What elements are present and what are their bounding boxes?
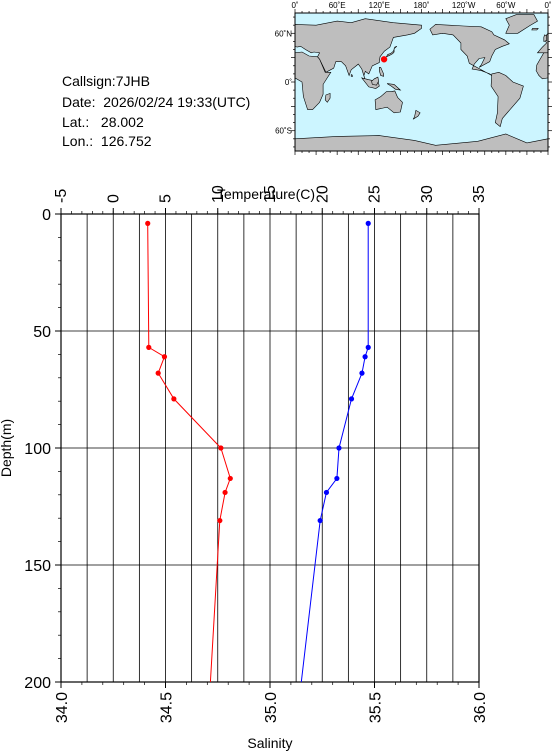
- map-latitude-label: 60˚S: [275, 127, 292, 136]
- map-longitude-label: 120˚W: [452, 1, 476, 10]
- salinity-tick-label: 35.5: [368, 692, 385, 723]
- temperature-data-point: [146, 344, 152, 350]
- map-latitude-label: 0˚: [285, 78, 292, 87]
- salinity-data-point: [334, 475, 340, 482]
- land-north-america: [429, 24, 510, 76]
- land-australia: [374, 90, 403, 114]
- salinity-tick-label: 35.0: [263, 692, 280, 723]
- salinity-tick-label: 34.0: [54, 692, 71, 723]
- map-longitude-label: 120˚E: [369, 1, 390, 10]
- lat-label: Lat.:: [62, 114, 90, 130]
- temperature-data-point: [227, 475, 233, 482]
- map-frame-ticks: [291, 9, 552, 155]
- salinity-data-point: [336, 445, 342, 451]
- salinity-data-point: [348, 396, 355, 402]
- land-new-zealand: [412, 109, 421, 120]
- salinity-data-point: [359, 370, 365, 376]
- lon-label: Lon.:: [62, 133, 94, 149]
- land-eurasia: [294, 18, 422, 81]
- temperature-profile-line: [147, 223, 231, 683]
- map-longitude-label: 0˚: [544, 1, 551, 10]
- land-south-america: [490, 71, 524, 128]
- salinity-data-point: [362, 354, 368, 360]
- salinity-tick-label: 34.5: [159, 692, 176, 723]
- depth-tick-label: 0: [42, 207, 51, 224]
- land-iceland: [531, 28, 539, 31]
- land-japan: [385, 46, 398, 58]
- temperature-tick-label: 0: [105, 194, 122, 203]
- chart-grid: [61, 214, 479, 682]
- map-longitude-label: 180˚: [413, 1, 429, 10]
- salinity-data-point: [317, 517, 323, 524]
- depth-axis-title: Depth(m): [0, 419, 14, 477]
- land-borneo: [371, 76, 379, 86]
- position-marker: [380, 56, 388, 63]
- callsign-value: 7JHB: [115, 73, 150, 89]
- land-uk: [543, 34, 547, 42]
- land-sri-lanka: [350, 74, 354, 77]
- map-land: [294, 14, 549, 152]
- plot-frame: [60, 213, 480, 683]
- callsign-label: Callsign:: [62, 73, 116, 89]
- chart-series: [145, 220, 371, 683]
- map-longitude-label: 60˚W: [496, 1, 516, 10]
- salinity-data-point: [365, 344, 371, 350]
- temperature-data-point: [218, 445, 224, 451]
- world-map: 0˚ 60˚E 120˚E 180˚ 120˚W 60˚W 0˚ 60˚N 0˚ 60˚S: [275, 1, 552, 155]
- land-new-guinea: [386, 83, 402, 91]
- map-latitude-label: 60˚N: [275, 29, 293, 38]
- depth-tick-label: 100: [24, 441, 51, 458]
- lon-line: Lon.: 126.752: [62, 133, 152, 149]
- land-philippines: [378, 67, 384, 77]
- salinity-data-point: [323, 489, 330, 496]
- salinity-ticks: 34.0 34.5 35.0 35.5 36.0: [54, 682, 489, 723]
- temperature-tick-label: -5: [53, 189, 70, 203]
- lon-value: 126.752: [100, 133, 152, 149]
- temperature-data-point: [155, 370, 161, 376]
- map-longitude-label: 60˚E: [329, 1, 346, 10]
- salinity-profile-line: [300, 223, 369, 683]
- temperature-data-point: [161, 354, 168, 360]
- date-value: 2026/02/24 19:33(UTC): [103, 94, 251, 110]
- map-longitude-labels: 0˚ 60˚E 120˚E 180˚ 120˚W 60˚W 0˚: [291, 1, 551, 10]
- date-label: Date:: [62, 94, 96, 110]
- temperature-data-point: [171, 396, 177, 402]
- temperature-data-point: [145, 220, 151, 226]
- callsign-line: Callsign:7JHB: [62, 73, 150, 89]
- land-greenland: [505, 14, 538, 34]
- lat-line: Lat.: 28.002: [62, 114, 144, 130]
- lat-value: 28.002: [100, 114, 144, 130]
- temperature-data-point: [217, 517, 223, 524]
- land-madagascar: [324, 92, 331, 103]
- land-africa: [294, 51, 332, 110]
- salinity-axis-title: Salinity: [247, 735, 292, 751]
- map-latitude-labels: 60˚N 0˚ 60˚S: [275, 29, 293, 135]
- salinity-tick-label: 36.0: [472, 692, 489, 723]
- temperature-data-point: [222, 489, 228, 496]
- depth-tick-label: 150: [24, 558, 51, 575]
- depth-tick-label: 200: [24, 675, 51, 692]
- map-longitude-label: 0˚: [291, 1, 298, 10]
- salinity-data-point: [365, 220, 371, 226]
- depth-tick-label: 50: [33, 324, 51, 341]
- temperature-tick-label: 5: [158, 194, 175, 203]
- date-line: Date: 2026/02/24 19:33(UTC): [62, 94, 250, 110]
- depth-ticks: 0 50 100 150 200: [24, 207, 61, 692]
